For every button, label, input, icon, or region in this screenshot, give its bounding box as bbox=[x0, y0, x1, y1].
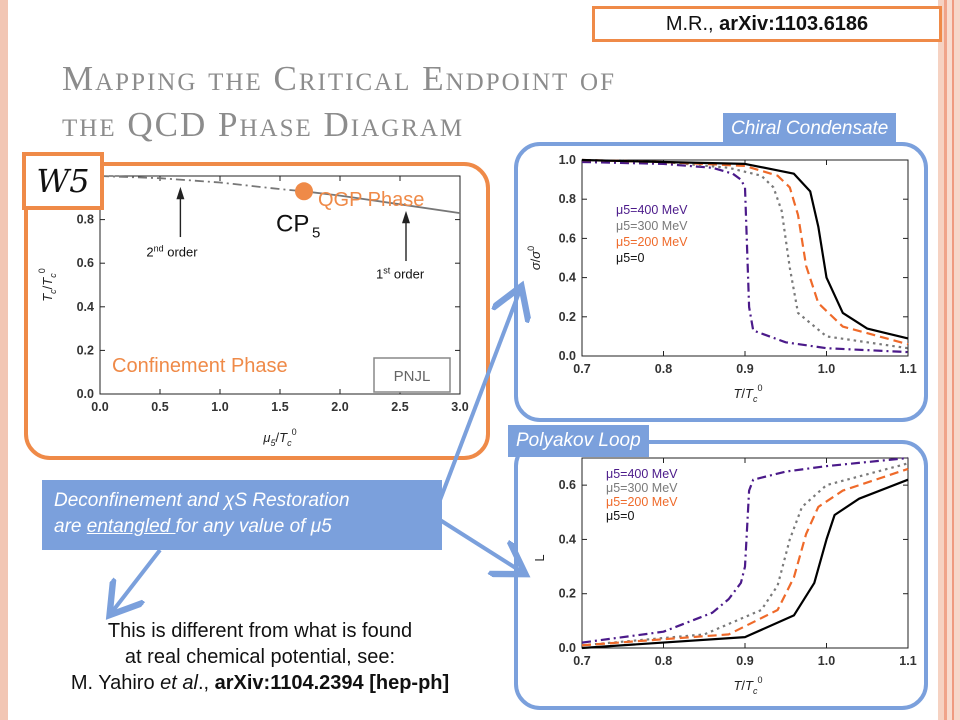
phase-x-tick-label: 0.5 bbox=[151, 400, 168, 414]
chiral-x-tick-label: 0.8 bbox=[655, 362, 672, 376]
title-line-2: the QCD Phase Diagram bbox=[62, 105, 465, 144]
right-decor-band bbox=[938, 0, 960, 720]
chiral-legend-entry: μ5=400 MeV bbox=[616, 203, 688, 217]
phase-x-tick-label: 0.0 bbox=[91, 400, 108, 414]
arrow-to-note bbox=[112, 548, 162, 612]
phase-diagram-panel bbox=[24, 162, 490, 460]
callout-line-2: are entangled for any value of μ5 bbox=[54, 514, 430, 540]
w5-badge: W5 bbox=[22, 152, 104, 210]
chiral-x-tick-label: 1.1 bbox=[899, 362, 916, 376]
phase-y-axis-label: Tc/Tc0 bbox=[37, 268, 58, 302]
pnjl-label: PNJL bbox=[394, 368, 431, 385]
citation-prefix: M.R., bbox=[665, 13, 720, 35]
arrow-to-polyakov bbox=[438, 518, 522, 572]
phase-x-tick-label: 1.0 bbox=[211, 400, 228, 414]
note-etal: et al bbox=[160, 672, 198, 694]
polyakov-legend-entry: μ5=400 MeV bbox=[606, 467, 678, 481]
citation-box: M.R., arXiv:1103.6186 bbox=[592, 6, 942, 42]
polyakov-legend-entry: μ5=0 bbox=[606, 509, 634, 523]
polyakov-y-tick-label: 0.2 bbox=[559, 587, 576, 601]
note-sep: ., bbox=[197, 672, 215, 694]
polyakov-series-line bbox=[581, 467, 909, 647]
reference-note: This is different from what is found at … bbox=[10, 618, 510, 696]
chiral-legend-entry: μ5=200 MeV bbox=[616, 235, 688, 249]
chiral-y-tick-label: 0.6 bbox=[559, 231, 576, 245]
slide-title: Mapping the Critical Endpoint of the QCD… bbox=[62, 56, 762, 148]
phase-x-tick-label: 3.0 bbox=[451, 400, 468, 414]
polyakov-x-tick-label: 1.0 bbox=[818, 654, 835, 668]
polyakov-y-axis-label: L bbox=[532, 554, 547, 561]
second-order-arrowhead bbox=[176, 186, 185, 200]
chiral-series-line bbox=[581, 158, 909, 350]
chiral-legend-entry: μ5=300 MeV bbox=[616, 219, 688, 233]
polyakov-y-tick-label: 0.0 bbox=[559, 641, 576, 655]
phase-boundary-line bbox=[303, 190, 461, 214]
polyakov-x-tick-label: 0.9 bbox=[736, 654, 753, 668]
phase-y-tick-label: 0.4 bbox=[77, 300, 94, 314]
critical-point-sub: 5 bbox=[312, 224, 320, 241]
chiral-condensate-chart: 0.7 0.8 0.9 1.0 1.1 0.0 0.2 0.4 0.6 0.8 1.0 μ5=400 … bbox=[526, 153, 917, 404]
polyakov-legend-entry: μ5=200 MeV bbox=[606, 495, 678, 509]
polyakov-x-axis-label: T/Tc0 bbox=[733, 675, 762, 696]
first-order-arrowhead bbox=[402, 210, 410, 224]
note-line-2: at real chemical potential, see: bbox=[124, 646, 396, 668]
chiral-y-axis-label: σ/σ0 bbox=[526, 246, 543, 270]
title-line-1: Mapping the Critical Endpoint of bbox=[62, 59, 617, 98]
chiral-y-tick-label: 0.8 bbox=[559, 192, 576, 206]
phase-x-axis-label: μ5/Tc0 bbox=[262, 427, 296, 448]
phase-x-tick-label: 1.5 bbox=[271, 400, 288, 414]
chiral-condensate-tag: Chiral Condensate bbox=[723, 113, 897, 145]
chiral-legend-entry: μ5=0 bbox=[616, 251, 644, 265]
phase-y-tick-label: 0.6 bbox=[77, 256, 94, 270]
chiral-series-line bbox=[581, 158, 909, 346]
polyakov-legend-entry: μ5=300 MeV bbox=[606, 481, 678, 495]
phase-y-tick-label: 0.8 bbox=[77, 213, 94, 227]
arrow-to-chiral bbox=[438, 290, 520, 501]
note-line-1: This is different from what is found bbox=[107, 620, 413, 642]
polyakov-series-line bbox=[581, 456, 909, 644]
phase-boundary-line bbox=[99, 175, 305, 193]
pnjl-box bbox=[373, 357, 451, 393]
phase-diagram-chart: 0.00.51.01.52.02.53.00.00.20.40.60.81.0C… bbox=[37, 169, 469, 448]
chiral-x-tick-label: 0.9 bbox=[736, 362, 753, 376]
chiral-series-line bbox=[581, 158, 909, 340]
phase-y-tick-label: 0.2 bbox=[77, 343, 94, 357]
chiral-y-tick-label: 0.0 bbox=[559, 349, 576, 363]
chiral-x-tick-label: 0.7 bbox=[573, 362, 590, 376]
callout-line-1: Deconfinement and χS Restoration bbox=[54, 490, 350, 511]
chiral-x-tick-label: 1.0 bbox=[818, 362, 835, 376]
polyakov-x-tick-label: 1.1 bbox=[899, 654, 916, 668]
polyakov-x-tick-label: 0.8 bbox=[655, 654, 672, 668]
chiral-y-tick-label: 0.2 bbox=[559, 310, 576, 324]
polyakov-loop-chart: 0.7 0.8 0.9 1.0 1.10.00.20.40.6μ5=400 MeVμ5=… bbox=[532, 456, 917, 696]
critical-point-marker bbox=[295, 182, 313, 201]
polyakov-y-tick-label: 0.6 bbox=[559, 478, 576, 492]
callout-text-end: for any value of μ5 bbox=[175, 516, 332, 537]
polyakov-loop-tag: Polyakov Loop bbox=[508, 425, 649, 457]
polyakov-x-tick-label: 0.7 bbox=[573, 654, 590, 668]
callout-text: are bbox=[54, 516, 87, 537]
chiral-x-axis-label: T/Tc0 bbox=[733, 383, 762, 404]
polyakov-series-line bbox=[581, 478, 909, 650]
polyakov-y-tick-label: 0.4 bbox=[559, 532, 576, 546]
entanglement-callout: Deconfinement and χS Restoration are ent… bbox=[42, 480, 442, 550]
callout-underlined: entangled bbox=[86, 516, 176, 537]
phase-y-tick-label: 0.0 bbox=[77, 387, 94, 401]
note-ref: arXiv:1104.2394 [hep-ph] bbox=[214, 672, 450, 694]
citation-ref: arXiv:1103.6186 bbox=[719, 13, 869, 35]
critical-point-label: CP bbox=[276, 210, 309, 237]
phase-x-tick-label: 2.0 bbox=[331, 400, 348, 414]
chiral-series-line bbox=[581, 160, 909, 354]
note-author: M. Yahiro bbox=[70, 672, 161, 694]
left-rule bbox=[0, 0, 8, 720]
chiral-y-tick-label: 1.0 bbox=[559, 153, 576, 167]
confinement-phase-label: Confinement Phase bbox=[112, 355, 288, 377]
phase-x-tick-label: 2.5 bbox=[391, 400, 408, 414]
qgp-phase-label: QGP Phase bbox=[318, 189, 424, 211]
chiral-y-tick-label: 0.4 bbox=[559, 271, 576, 285]
note-line-3: M. Yahiro et al., arXiv:1104.2394 [hep-p… bbox=[10, 670, 510, 696]
